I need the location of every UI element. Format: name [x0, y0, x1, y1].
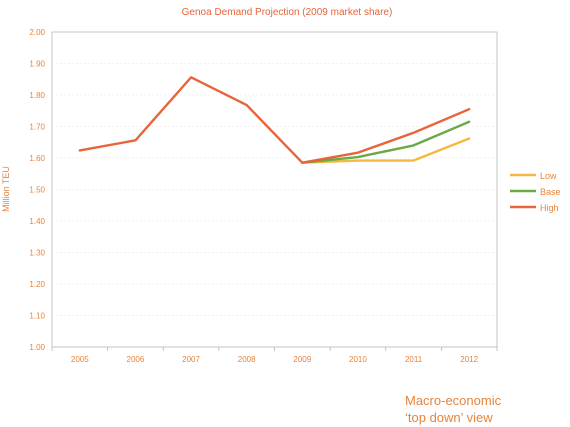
- y-tick-label: 1.30: [29, 249, 45, 258]
- y-tick-label: 1.80: [29, 91, 45, 100]
- x-tick-label: 2007: [182, 355, 200, 364]
- legend: Low Base High: [510, 171, 561, 213]
- tick-labels: 1.00 1.10 1.20 1.30 1.40 1.50 1.60 1.70 1.80 1.90…: [29, 28, 478, 364]
- series-line-base: [301, 120, 471, 164]
- plot-frame: [51, 31, 498, 348]
- y-tick-label: 1.40: [29, 217, 45, 226]
- axes: [51, 31, 498, 351]
- y-tick-label: 1.90: [29, 60, 45, 69]
- series-line-low: [301, 137, 471, 164]
- grid-lines: [52, 31, 497, 316]
- chart-title: Genoa Demand Projection (2009 market sha…: [182, 7, 393, 18]
- y-axis-label: Million TEU: [1, 166, 11, 212]
- x-tick-label: 2009: [293, 355, 311, 364]
- x-tick-label: 2005: [71, 355, 89, 364]
- x-tick-label: 2011: [405, 355, 423, 364]
- caption-line-2: ‘top down’ view: [405, 410, 493, 425]
- legend-label-high: High: [540, 203, 559, 213]
- y-tick-label: 1.50: [29, 186, 45, 195]
- series-lines: [78, 76, 471, 164]
- y-tick-label: 1.20: [29, 280, 45, 289]
- y-tick-label: 1.10: [29, 312, 45, 321]
- legend-label-low: Low: [540, 171, 557, 181]
- y-tick-label: 1.70: [29, 123, 45, 132]
- series-line-high: [78, 76, 471, 164]
- x-tick-label: 2008: [238, 355, 256, 364]
- x-tick-label: 2012: [460, 355, 478, 364]
- x-tick-label: 2006: [127, 355, 145, 364]
- legend-label-base: Base: [540, 187, 561, 197]
- caption-line-1: Macro-economic: [405, 393, 502, 408]
- y-tick-label: 2.00: [29, 28, 45, 37]
- y-tick-label: 1.00: [29, 343, 45, 352]
- x-tick-label: 2010: [349, 355, 367, 364]
- y-tick-label: 1.60: [29, 154, 45, 163]
- caption: Macro-economic ‘top down’ view: [405, 392, 501, 426]
